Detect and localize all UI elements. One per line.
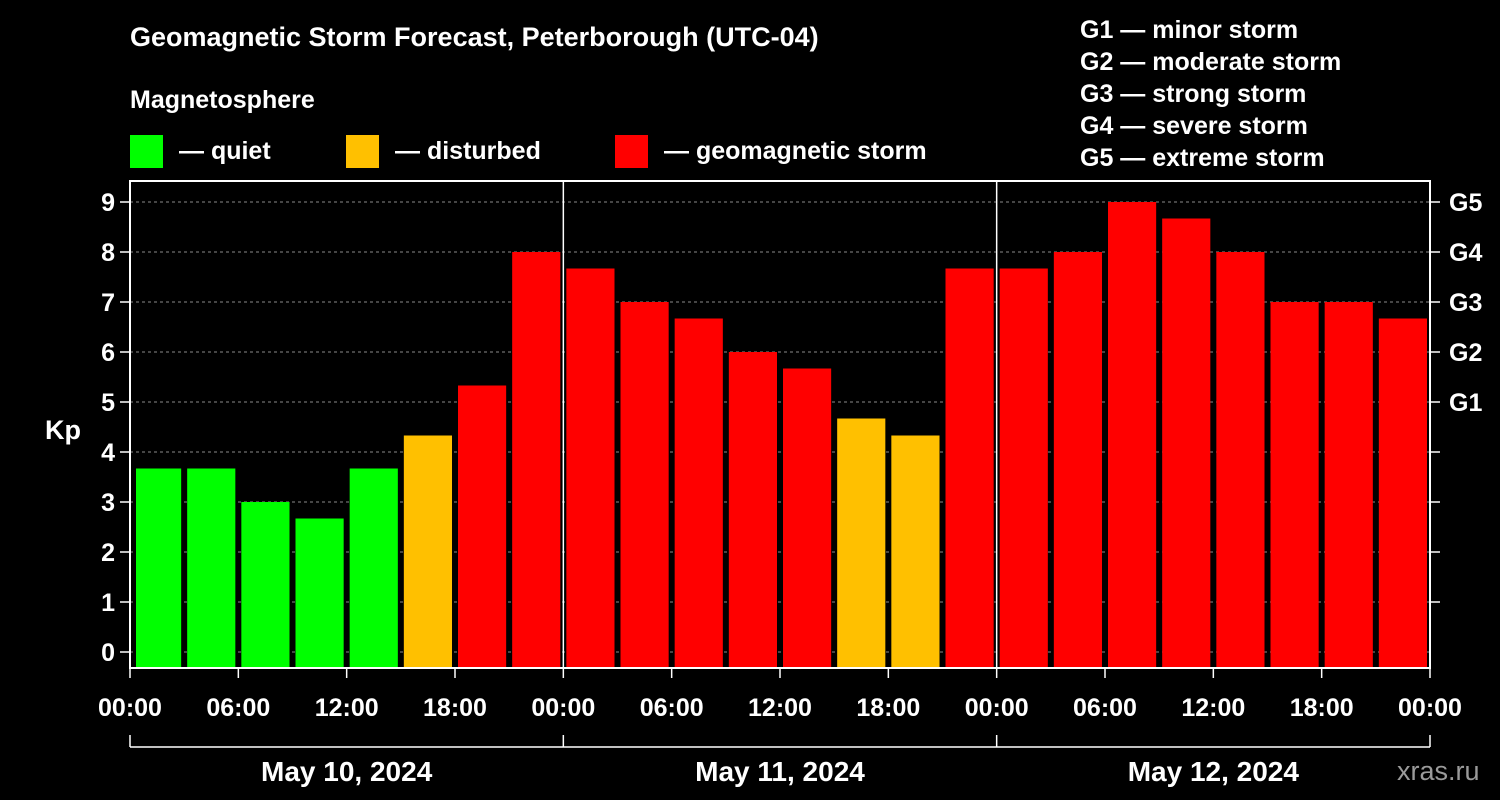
legend-item-disturbed: — disturbed — [346, 134, 541, 168]
legend-heading: Magnetosphere — [130, 86, 315, 114]
x-tick-label: 00:00 — [1398, 694, 1462, 722]
kp-bar — [349, 468, 398, 668]
kp-bar — [566, 268, 615, 668]
x-tick-label: 00:00 — [531, 694, 595, 722]
y-tick-label: 0 — [101, 639, 115, 667]
g-scale-g4: G4 — severe storm — [1080, 112, 1308, 140]
y-axis-label: Kp — [45, 415, 81, 445]
x-tick-label: 06:00 — [206, 694, 270, 722]
kp-bar — [403, 435, 452, 668]
x-tick-label: 18:00 — [423, 694, 487, 722]
g-scale-g3: G3 — strong storm — [1080, 80, 1307, 108]
x-tick-label: 12:00 — [315, 694, 379, 722]
legend-swatch-quiet — [130, 134, 163, 168]
date-label: May 10, 2024 — [261, 756, 433, 787]
y-tick-label: 6 — [101, 339, 115, 367]
kp-bar — [891, 435, 940, 668]
y-tick-label: 1 — [101, 589, 115, 617]
legend-label-disturbed: — disturbed — [395, 136, 541, 165]
kp-bar — [241, 502, 290, 668]
g-level-label: G5 — [1449, 189, 1482, 217]
kp-bar — [1378, 318, 1427, 668]
y-tick-label: 4 — [101, 439, 115, 467]
g-scale-g5: G5 — extreme storm — [1080, 144, 1325, 172]
y-tick-label: 3 — [101, 489, 115, 517]
x-tick-label: 18:00 — [1290, 694, 1354, 722]
y-tick-label: 7 — [101, 289, 115, 317]
kp-bar — [1324, 302, 1373, 668]
kp-bar — [1216, 252, 1265, 668]
kp-bar — [1108, 202, 1157, 668]
kp-bar — [1270, 302, 1319, 668]
legend-swatch-storm — [615, 134, 648, 168]
watermark: xras.ru — [1397, 756, 1480, 786]
legend-item-storm: — geomagnetic storm — [615, 134, 927, 168]
kp-bar — [512, 252, 561, 668]
g-level-label: G3 — [1449, 289, 1482, 317]
g-scale-g1: G1 — minor storm — [1080, 16, 1299, 44]
kp-bar — [999, 268, 1048, 668]
kp-bar — [674, 318, 723, 668]
legend-label-quiet: — quiet — [179, 136, 271, 165]
y-tick-label: 8 — [101, 239, 115, 267]
x-tick-label: 18:00 — [856, 694, 920, 722]
kp-bar — [728, 352, 777, 668]
x-tick-label: 00:00 — [965, 694, 1029, 722]
x-tick-label: 06:00 — [640, 694, 704, 722]
y-tick-label: 2 — [101, 539, 115, 567]
g-level-label: G2 — [1449, 339, 1482, 367]
kp-bar — [1162, 218, 1211, 668]
legend-swatch-disturbed — [346, 134, 379, 168]
x-tick-label: 00:00 — [98, 694, 162, 722]
date-label: May 11, 2024 — [695, 756, 865, 787]
x-tick-label: 06:00 — [1073, 694, 1137, 722]
date-label: May 12, 2024 — [1128, 756, 1300, 787]
kp-bar — [1053, 252, 1102, 668]
kp-bar — [458, 385, 507, 668]
kp-bar — [945, 268, 994, 668]
kp-bar — [295, 518, 344, 668]
kp-bar — [187, 468, 236, 668]
y-tick-label: 5 — [101, 389, 115, 417]
kp-bar — [837, 418, 886, 668]
g-scale-g2: G2 — moderate storm — [1080, 48, 1342, 76]
legend-item-quiet: — quiet — [130, 134, 271, 168]
g-level-label: G1 — [1449, 389, 1482, 417]
g-scale-legend: G1 — minor storm G2 — moderate storm G3 … — [1080, 14, 1341, 174]
legend-label-storm: — geomagnetic storm — [664, 136, 927, 165]
x-tick-label: 12:00 — [748, 694, 812, 722]
g-level-label: G4 — [1449, 239, 1482, 267]
kp-bar — [783, 368, 832, 668]
x-tick-label: 12:00 — [1181, 694, 1245, 722]
y-tick-label: 9 — [101, 189, 115, 217]
kp-bar — [136, 468, 182, 668]
kp-bar — [620, 302, 669, 668]
chart-title: Geomagnetic Storm Forecast, Peterborough… — [130, 22, 819, 52]
